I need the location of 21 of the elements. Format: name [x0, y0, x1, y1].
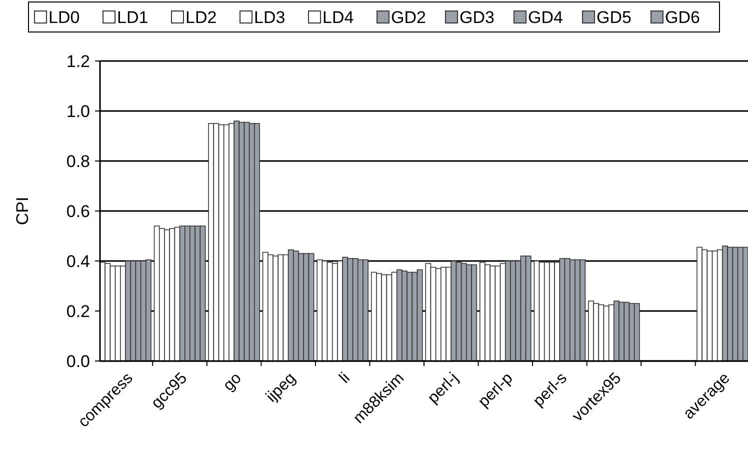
y-axis-title: CPI: [13, 196, 32, 226]
y-tick-label: 0.4: [66, 252, 90, 271]
legend-label: LD3: [254, 8, 286, 27]
y-tick-label: 0.2: [66, 302, 90, 321]
legend-label: GD5: [596, 8, 632, 27]
bar: [104, 263, 111, 362]
y-tick-label: 0.6: [66, 202, 90, 221]
y-tick-label: 1.2: [66, 52, 90, 71]
x-tick-label: go: [220, 370, 245, 394]
legend-label: LD4: [322, 8, 354, 27]
y-tick-label: 0.0: [66, 352, 90, 371]
x-tick-label: li: [336, 370, 354, 387]
legend-label: LD1: [117, 8, 148, 27]
legend-label: GD4: [528, 8, 563, 27]
legend-label: GD2: [391, 8, 426, 27]
legend-label: GD6: [665, 8, 700, 27]
y-tick-label: 1.0: [66, 102, 90, 121]
legend-label: GD3: [460, 8, 494, 27]
y-tick-label: 0.8: [66, 152, 90, 171]
legend-label: LD2: [186, 8, 217, 27]
legend-label: LD0: [48, 8, 80, 27]
